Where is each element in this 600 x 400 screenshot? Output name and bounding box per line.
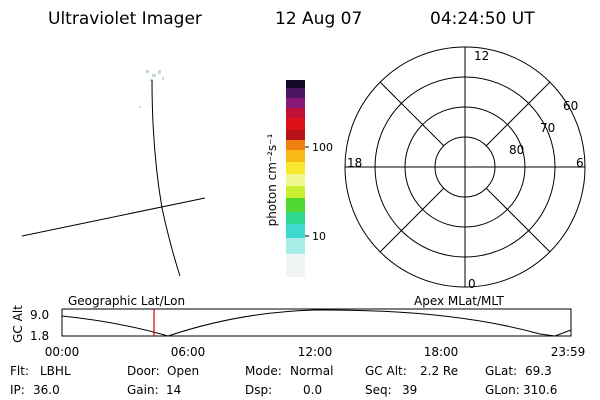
latitude-line (21, 197, 206, 237)
timeline-frame (61, 308, 572, 337)
status-label: IP: (10, 383, 25, 397)
status-value: 0.0 (303, 383, 322, 397)
colorbar-tick-label: 10 (312, 230, 326, 243)
status-label: GLat: (485, 364, 517, 378)
lat-label: 80 (509, 143, 524, 157)
status-value: 69.3 (525, 364, 552, 378)
colorbar-tick-label: 100 (312, 141, 333, 154)
timeline-left-label: Geographic Lat/Lon (68, 294, 185, 308)
y-tick-label: 1.8 (30, 329, 49, 343)
emission-speckle (139, 70, 164, 108)
timeline: Geographic Lat/Lon Apex MLat/MLT 9.0 1.8… (11, 294, 585, 359)
y-axis-label: GC Alt (11, 305, 25, 343)
status-label: GLon: (485, 383, 520, 397)
status-label: GC Alt: (365, 364, 407, 378)
colorbar-label: photon cm⁻²s⁻¹ (265, 133, 279, 226)
status-value: 39 (402, 383, 417, 397)
timeline-right-label: Apex MLat/MLT (414, 294, 504, 308)
title: Ultraviolet Imager (48, 9, 202, 29)
status-value: 2.2 Re (420, 364, 458, 378)
mlt-label: 6 (576, 156, 584, 170)
image-map (21, 70, 206, 277)
date: 12 Aug 07 (275, 9, 362, 29)
status-label: Gain: (127, 383, 159, 397)
status-value: 14 (166, 383, 181, 397)
x-tick-label: 06:00 (171, 345, 206, 359)
status-label: Flt: (10, 364, 29, 378)
x-tick-label: 23:59 (551, 345, 586, 359)
status-value: Normal (290, 364, 333, 378)
status-label: Door: (127, 364, 160, 378)
status-label: Seq: (365, 383, 392, 397)
altitude-curve (61, 309, 572, 337)
status-label: Mode: (245, 364, 282, 378)
x-tick-label: 00:00 (45, 345, 80, 359)
mlt-label: 0 (468, 277, 476, 291)
lat-label: 60 (563, 99, 578, 113)
x-tick-label: 18:00 (424, 345, 459, 359)
status-value: Open (167, 364, 199, 378)
mlt-label: 12 (474, 49, 489, 63)
lat-label: 70 (540, 121, 555, 135)
status-value: 36.0 (33, 383, 60, 397)
status-value: 310.6 (523, 383, 557, 397)
x-tick-label: 12:00 (298, 345, 333, 359)
longitude-line (151, 79, 181, 277)
time: 04:24:50 UT (430, 9, 535, 29)
y-tick-label: 9.0 (30, 308, 49, 322)
status-value: LBHL (40, 364, 71, 378)
status-panel: Flt: LBHL Door: Open Mode: Normal GC Alt: 2.2 R… (10, 364, 557, 397)
mlt-label: 18 (347, 156, 362, 170)
status-label: Dsp: (245, 383, 272, 397)
polar-grid: 12 6 0 18 60 70 80 (344, 46, 586, 291)
colorbar: 100 10 photon cm⁻²s⁻¹ (265, 80, 333, 277)
